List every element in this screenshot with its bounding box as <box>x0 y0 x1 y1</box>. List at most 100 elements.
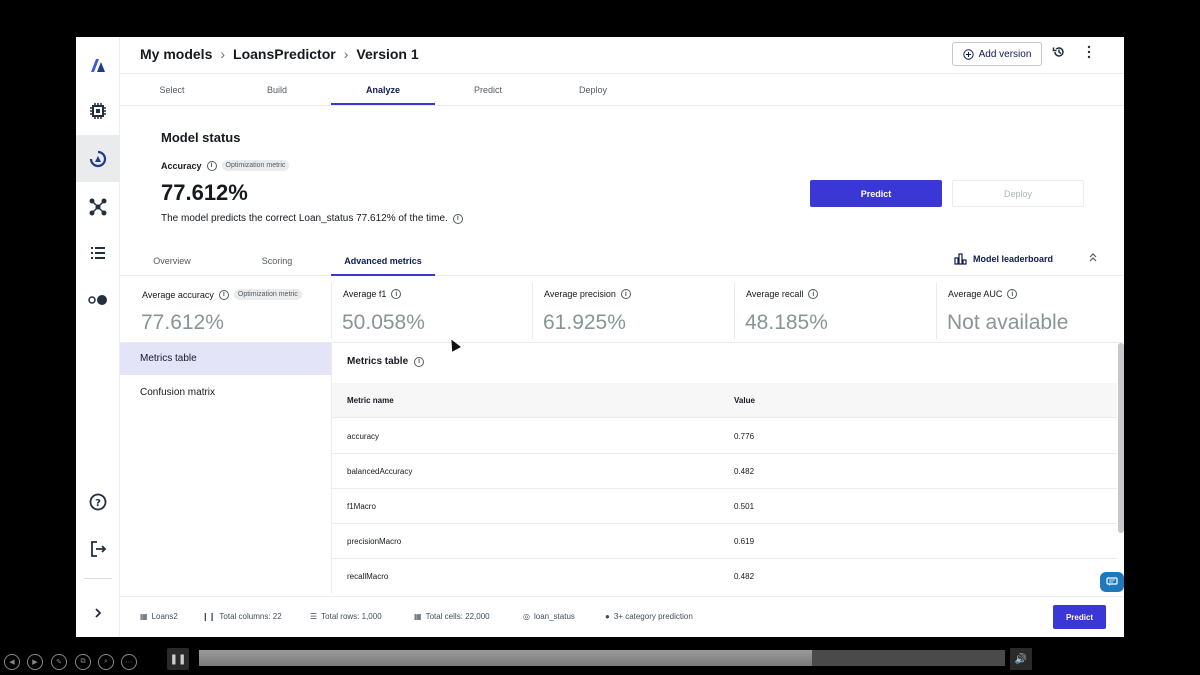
pen-icon[interactable]: ✎ <box>51 654 67 670</box>
more-vertical-icon[interactable] <box>1086 45 1092 62</box>
footer-problem-type-text: 3+ category prediction <box>613 612 693 621</box>
logo-icon[interactable] <box>82 49 114 81</box>
side-item-metrics-table[interactable]: Metrics table <box>120 343 331 375</box>
breadcrumb-my-models[interactable]: My models <box>140 46 213 62</box>
table-row: recallMacro 0.482 <box>332 559 1117 593</box>
info-icon[interactable]: i <box>1007 289 1018 299</box>
metric-label-row: Average AUC i <box>948 289 1018 299</box>
rewind-icon[interactable]: ◀ <box>4 654 20 670</box>
metric-label: Average accuracy <box>142 289 214 300</box>
footer-predict-button[interactable]: Predict <box>1053 605 1106 629</box>
video-progress-bar[interactable] <box>199 650 1005 666</box>
chat-icon[interactable] <box>1100 572 1124 592</box>
more-icon[interactable]: ⋯ <box>121 654 137 670</box>
help-icon[interactable]: ? <box>82 486 114 518</box>
chip-icon[interactable] <box>82 95 114 127</box>
metric-value-cell: 0.482 <box>734 467 755 476</box>
tab-deploy[interactable]: Deploy <box>578 85 607 95</box>
optimization-metric-badge: Optimization metric <box>233 289 302 300</box>
models-icon[interactable] <box>82 143 114 175</box>
footer-dataset: ▦ Loans2 <box>140 612 178 621</box>
side-item-confusion-matrix[interactable]: Confusion matrix <box>140 387 216 398</box>
metric-name-cell: f1Macro <box>347 502 376 511</box>
deploy-button[interactable]: Deploy <box>952 180 1084 207</box>
metric-value: Not available <box>947 311 1069 334</box>
metric-label: Average f1 <box>343 289 387 299</box>
metric-average-precision: Average precision i 61.925% <box>533 283 735 339</box>
optimization-metric-badge: Optimization metric <box>221 160 290 171</box>
metric-value: 61.925% <box>543 311 626 334</box>
plus-circle-icon <box>962 48 974 60</box>
metric-label-row: Average f1 i <box>343 289 402 299</box>
chevron-right-icon: › <box>220 46 226 62</box>
metric-value-cell: 0.776 <box>734 432 755 441</box>
logout-icon[interactable] <box>82 533 114 565</box>
metric-average-auc: Average AUC i Not available <box>937 283 1117 339</box>
metrics-table-title-row: Metrics table i <box>347 356 425 367</box>
metric-label-row: Average accuracy i Optimization metric <box>142 289 302 300</box>
tab-build[interactable]: Build <box>266 85 287 95</box>
breadcrumb: My models › LoansPredictor › Version 1 <box>140 46 419 62</box>
footer-dataset-name: Loans2 <box>151 612 178 621</box>
model-leaderboard-link[interactable]: Model leaderboard <box>954 253 1053 265</box>
info-icon[interactable]: i <box>452 213 463 224</box>
left-rail: ? <box>76 37 120 637</box>
expand-icon[interactable] <box>82 597 114 629</box>
footer-total-cells: ▦ Total cells: 22,000 <box>414 612 490 621</box>
metric-value-cell: 0.482 <box>734 572 755 581</box>
network-icon[interactable] <box>82 191 114 223</box>
zoom-icon[interactable]: ⌕ <box>98 654 114 670</box>
metric-value-cell: 0.501 <box>734 502 755 511</box>
info-icon[interactable]: i <box>206 160 217 171</box>
table-header: Metric name Value <box>332 383 1117 418</box>
metric-label: Average precision <box>544 289 616 299</box>
info-icon[interactable]: i <box>391 289 402 299</box>
top-bar: My models › LoansPredictor › Version 1 A… <box>120 37 1124 74</box>
toggle-icon[interactable] <box>82 284 114 316</box>
add-version-button[interactable]: Add version <box>952 42 1042 66</box>
table-row: balancedAccuracy 0.482 <box>332 454 1117 489</box>
info-icon[interactable]: i <box>808 289 819 299</box>
column-header-metric-name[interactable]: Metric name <box>347 396 394 405</box>
footer-target: ◎ loan_status <box>523 612 575 621</box>
table-row: accuracy 0.776 <box>332 419 1117 454</box>
info-icon[interactable]: i <box>620 289 631 299</box>
volume-icon[interactable]: 🔊 <box>1010 648 1032 670</box>
history-icon[interactable] <box>1052 45 1066 62</box>
tab-select[interactable]: Select <box>159 85 185 95</box>
add-version-label: Add version <box>978 48 1032 60</box>
metric-label: Average recall <box>746 289 804 299</box>
pause-icon[interactable]: ❚❚ <box>167 648 189 670</box>
tab-scoring[interactable]: Scoring <box>261 256 293 266</box>
accuracy-description-row: The model predicts the correct Loan_stat… <box>161 213 463 224</box>
play-icon[interactable]: ▶ <box>27 654 43 670</box>
metric-value: 48.185% <box>745 311 828 334</box>
tab-advanced-metrics[interactable]: Advanced metrics <box>331 246 435 276</box>
metric-name-cell: precisionMacro <box>347 537 402 546</box>
panel-scrollbar[interactable] <box>1118 343 1124 533</box>
predict-button[interactable]: Predict <box>810 180 942 207</box>
metrics-table-title: Metrics table <box>347 356 409 367</box>
metric-average-f1: Average f1 i 50.058% <box>332 283 533 339</box>
analysis-subtabs: Overview Scoring Advanced metrics Model … <box>120 246 1124 276</box>
column-header-value[interactable]: Value <box>734 396 755 405</box>
collapse-icon[interactable] <box>1088 252 1098 265</box>
metrics-side-nav: Metrics table Confusion matrix <box>120 343 331 593</box>
metric-label-row: Average precision i <box>544 289 631 299</box>
info-icon[interactable]: i <box>414 356 425 367</box>
tab-predict[interactable]: Predict <box>473 85 502 95</box>
tab-overview[interactable]: Overview <box>153 256 191 266</box>
list-icon[interactable] <box>82 237 114 269</box>
footer-total-rows: ☰ Total rows: 1,000 <box>310 612 382 621</box>
footer-total-columns: ❙❙ Total columns: 22 <box>202 612 282 621</box>
info-icon[interactable]: i <box>218 289 229 300</box>
footer-problem-type: ● 3+ category prediction <box>605 612 693 621</box>
tab-analyze[interactable]: Analyze <box>331 75 435 105</box>
metric-average-accuracy: Average accuracy i Optimization metric 7… <box>131 283 332 339</box>
metric-name-cell: balancedAccuracy <box>347 467 413 476</box>
video-player-controls: ◀ ▶ ✎ ⧉ ⌕ ⋯ ❚❚ 🔊 <box>0 643 1200 675</box>
metric-average-recall: Average recall i 48.185% <box>735 283 937 339</box>
target-icon: ◎ <box>523 612 530 621</box>
copy-icon[interactable]: ⧉ <box>75 654 91 670</box>
breadcrumb-loanspredictor[interactable]: LoansPredictor <box>233 46 336 62</box>
